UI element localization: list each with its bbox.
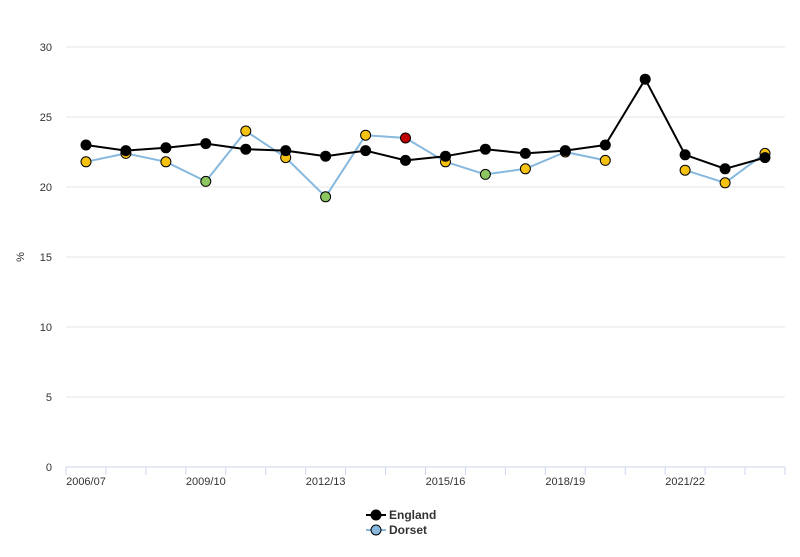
- legend-item-england[interactable]: England: [366, 508, 436, 522]
- y-tick-label: 10: [40, 322, 52, 334]
- data-point[interactable]: [479, 143, 491, 155]
- data-point[interactable]: [519, 163, 531, 175]
- series-line: [85, 130, 606, 198]
- x-axis: 2006/07 2009/10 2012/13 2015/16 2018/19 2021/…: [65, 466, 786, 488]
- data-point[interactable]: [639, 73, 651, 85]
- data-point[interactable]: [320, 191, 332, 203]
- data-point[interactable]: [559, 145, 571, 157]
- legend-swatch-marker: [370, 524, 382, 536]
- x-tick-label: 2009/10: [186, 476, 226, 488]
- data-point[interactable]: [440, 150, 451, 162]
- x-tick-label: 2018/19: [545, 476, 585, 488]
- data-point[interactable]: [519, 147, 531, 159]
- legend-item-dorset[interactable]: Dorset: [366, 523, 427, 537]
- data-point[interactable]: [200, 175, 212, 187]
- series-line: [85, 78, 766, 170]
- data-point[interactable]: [400, 154, 411, 166]
- data-point[interactable]: [479, 168, 491, 180]
- legend-swatch-marker: [370, 509, 382, 521]
- y-axis: 0 5 10 15 20 25 30: [40, 42, 52, 474]
- y-axis-title: %: [15, 252, 27, 262]
- y-tick-label: 30: [40, 42, 52, 54]
- data-point[interactable]: [80, 156, 92, 168]
- data-point[interactable]: [599, 154, 611, 166]
- x-tick-label: 2021/22: [665, 476, 705, 488]
- gridlines: [66, 46, 785, 468]
- y-tick-label: 25: [40, 112, 52, 124]
- data-point[interactable]: [160, 142, 172, 154]
- data-point[interactable]: [679, 164, 691, 176]
- data-point[interactable]: [320, 150, 332, 162]
- data-point[interactable]: [200, 138, 212, 150]
- series-england: [80, 73, 771, 175]
- x-tick-label: 2006/07: [66, 476, 106, 488]
- y-tick-label: 5: [46, 392, 52, 404]
- data-point[interactable]: [120, 145, 132, 157]
- data-point[interactable]: [719, 177, 731, 189]
- data-point[interactable]: [280, 145, 292, 157]
- y-tick-label: 0: [46, 462, 52, 474]
- series-group: [80, 73, 771, 203]
- y-tick-label: 15: [40, 252, 52, 264]
- legend-label: Dorset: [389, 523, 427, 537]
- data-point[interactable]: [160, 156, 172, 168]
- data-point[interactable]: [360, 129, 372, 141]
- x-tick-label: 2015/16: [426, 476, 466, 488]
- data-point[interactable]: [360, 145, 372, 157]
- x-tick-label: 2012/13: [306, 476, 346, 488]
- data-point[interactable]: [759, 152, 771, 164]
- data-point[interactable]: [240, 143, 252, 155]
- data-point[interactable]: [400, 132, 411, 144]
- legend-label: England: [389, 508, 436, 522]
- data-point[interactable]: [599, 139, 611, 151]
- data-point[interactable]: [80, 139, 92, 151]
- series-dorset: [80, 125, 771, 203]
- data-point[interactable]: [240, 125, 252, 137]
- data-point[interactable]: [679, 149, 691, 161]
- data-point[interactable]: [719, 163, 731, 175]
- y-tick-label: 20: [40, 182, 52, 194]
